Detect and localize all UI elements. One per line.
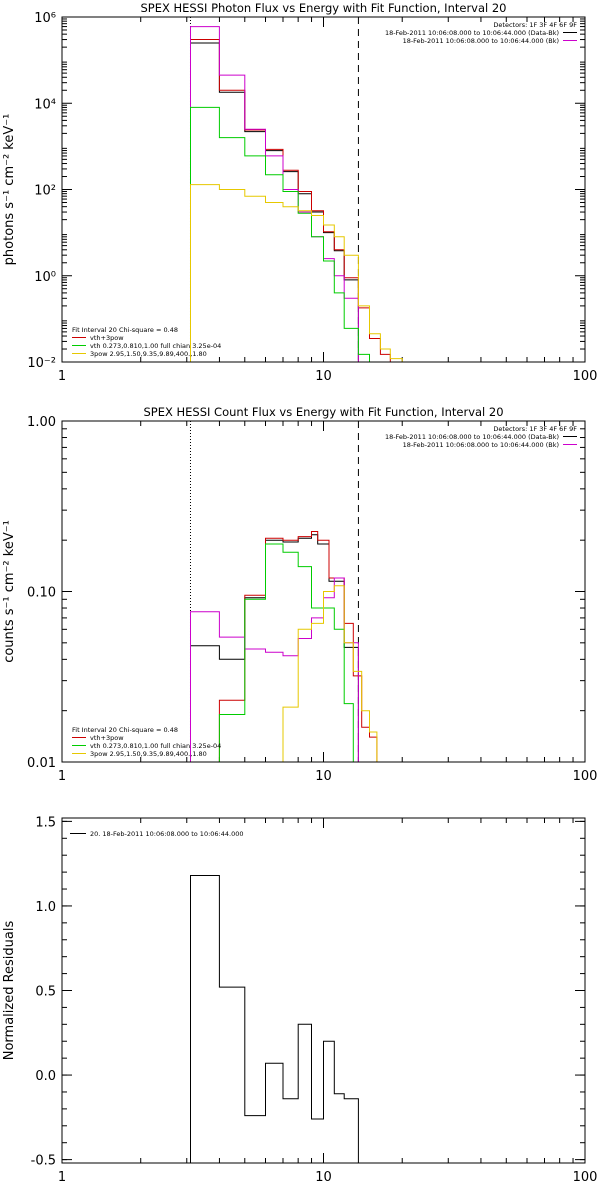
x-tick-label: 1 (58, 369, 66, 384)
y-tick-label: 0.01 (27, 756, 56, 771)
x-tick-label: 100 (573, 369, 598, 384)
y-tick-label: -0.5 (31, 1154, 56, 1169)
x-tick-label: 10 (315, 1170, 332, 1185)
chart-title: SPEX HESSI Photon Flux vs Energy with Fi… (140, 1, 506, 15)
series-line (190, 39, 391, 362)
series-group (190, 875, 359, 1163)
legend-entry-text: vth 0.273,0.810,1.00 full chian 3.25e-04 (90, 742, 221, 750)
legend-entry-text: 18-Feb-2011 10:06:08.000 to 10:06:44.000… (385, 433, 559, 441)
series-line (190, 875, 359, 1163)
legend-header: Fit Interval 20 Chi-square = 0.48 (72, 726, 178, 734)
series-group (190, 26, 403, 362)
y-axis-label: Normalized Residuals (2, 921, 17, 1061)
legend-entry-text: 20. 18-Feb-2011 10:06:08.000 to 10:06:44… (90, 830, 243, 838)
legend-header: Detectors: 1F 3F 4F 6F 9F (493, 425, 577, 433)
y-tick-label: 0.5 (35, 985, 56, 1000)
x-tick-label: 10 (315, 369, 332, 384)
legend-entry-text: 18-Feb-2011 10:06:08.000 to 10:06:44.000… (403, 37, 559, 45)
x-tick-label: 100 (573, 1170, 598, 1185)
series-line (190, 184, 403, 362)
panel-1: SPEX HESSI Photon Flux vs Energy with Fi… (2, 1, 597, 384)
legend-entry-text: vth+3pow (90, 334, 124, 342)
plot-frame (61, 420, 586, 763)
series-group (190, 531, 378, 762)
series-line (190, 42, 359, 362)
y-tick-label: 1.0 (35, 900, 56, 915)
legend-header: Detectors: 1F 3F 4F 6F 9F (493, 21, 577, 29)
y-tick-label: 10⁶ (34, 11, 56, 26)
plot-frame (61, 16, 586, 363)
y-tick-label: 0.10 (27, 586, 56, 601)
chart-title: SPEX HESSI Count Flux vs Energy with Fit… (143, 405, 503, 419)
series-line (190, 26, 359, 362)
y-tick-label: 0.0 (35, 1069, 56, 1084)
series-line (190, 577, 359, 762)
legend-entry-text: 3pow 2.95,1.50,9.35,9.89,400.,1.80 (90, 350, 207, 358)
legend-header: Fit Interval 20 Chi-square = 0.48 (72, 326, 178, 334)
y-axis-label: counts s⁻¹ cm⁻² keV⁻¹ (2, 520, 17, 663)
y-tick-label: 1.5 (35, 815, 56, 830)
plot-frame (61, 817, 586, 1164)
y-axis-label: photons s⁻¹ cm⁻² keV⁻¹ (2, 114, 17, 266)
y-tick-label: 1.00 (27, 415, 56, 430)
legend-entry-text: vth 0.273,0.810,1.00 full chian 3.25e-04 (90, 342, 221, 350)
x-tick-label: 1 (58, 1170, 66, 1185)
series-line (282, 585, 378, 762)
panel-2: SPEX HESSI Count Flux vs Energy with Fit… (2, 405, 597, 784)
x-tick-label: 10 (315, 769, 332, 784)
panel-3: Normalized Residuals 1 10 100 -0.5 0.0 0.5 1.0 1… (2, 815, 597, 1185)
series-line (190, 534, 359, 762)
legend-entry-text: 18-Feb-2011 10:06:08.000 to 10:06:44.000… (403, 441, 559, 449)
series-line (218, 543, 359, 762)
y-tick-label: 10⁻² (27, 356, 56, 371)
legend-entry-text: 3pow 2.95,1.50,9.35,9.89,400.,1.80 (90, 750, 207, 758)
y-tick-label: 10⁰ (34, 270, 56, 285)
y-tick-label: 10² (34, 184, 56, 199)
legend-entry-text: vth+3pow (90, 734, 124, 742)
x-tick-label: 1 (58, 769, 66, 784)
legend-entry-text: 18-Feb-2011 10:06:08.000 to 10:06:44.000… (385, 29, 559, 37)
y-tick-label: 10⁴ (34, 97, 56, 112)
x-tick-label: 100 (573, 769, 598, 784)
series-line (190, 106, 370, 362)
